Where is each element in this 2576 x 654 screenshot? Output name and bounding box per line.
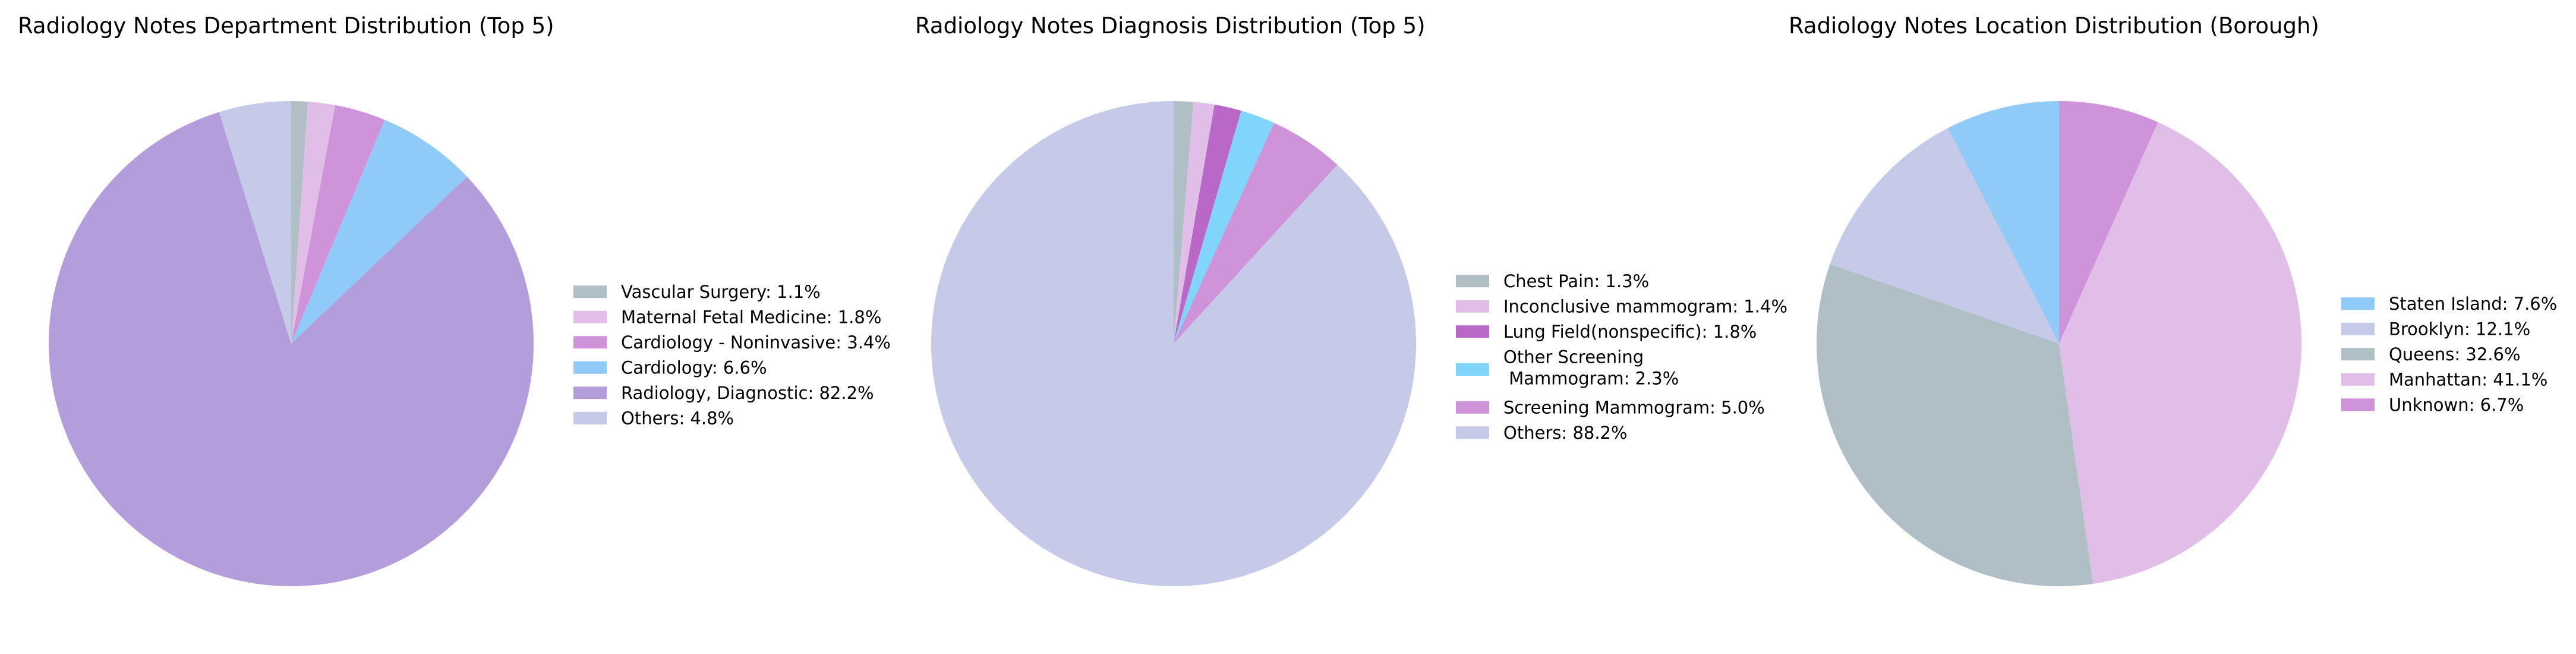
legend-label: Other Screening Mammogram: 2.3% [1503,347,1679,389]
legend-label: Manhattan: 41.1% [2389,370,2547,390]
pie-slice [2059,101,2158,344]
legend-label: Cardiology: 6.6% [621,358,767,378]
legend-label: Queens: 32.6% [2389,344,2521,364]
chart-title: Radiology Notes Department Distribution … [18,13,554,39]
legend-swatch [1456,363,1489,376]
legend-swatch [1456,401,1489,414]
legend-swatch [573,361,607,374]
pie-slice [1830,128,2059,344]
pie-slice [1817,264,2093,586]
location-pie-panel: Radiology Notes Location Distribution (B… [1789,13,2557,586]
legend-swatch [573,285,607,298]
pie-slice [1174,101,1194,344]
pie-slice [1174,102,1215,344]
chart-title: Radiology Notes Diagnosis Distribution (… [915,13,1426,39]
legend-swatch [1456,300,1489,313]
legend-label: Inconclusive mammogram: 1.4% [1503,297,1787,317]
legend-swatch [573,386,607,400]
pie-slice [1947,101,2059,344]
legend-label: Staten Island: 7.6% [2389,294,2557,314]
legend-swatch [573,411,607,425]
legend-swatch [2341,322,2375,335]
pie-slice [291,101,336,344]
legend-label: Chest Pain: 1.3% [1503,271,1649,291]
legend-swatch [573,310,607,323]
legend-swatch [1456,426,1489,439]
legend-label: Maternal Fetal Medicine: 1.8% [621,307,881,328]
legend-label: Screening Mammogram: 5.0% [1503,398,1765,418]
legend-label: Unknown: 6.7% [2389,395,2524,415]
department-pie-panel: Radiology Notes Department Distribution … [18,13,891,587]
legend-swatch [2341,348,2375,361]
pie-slice [1174,122,1338,344]
legend-swatch [2341,373,2375,386]
legend-label: Cardiology - Noninvasive: 3.4% [621,332,891,353]
pie-slice [1174,111,1275,344]
pie-slice [219,101,291,344]
legend-swatch [2341,398,2375,411]
pie-slice [2059,122,2301,584]
pie-slice [49,112,534,587]
legend-swatch [1456,275,1489,288]
legend-swatch [573,336,607,349]
legend-label: Lung Field(nonspecific): 1.8% [1503,322,1757,342]
pie-slice [291,101,308,344]
legend-label: Brooklyn: 12.1% [2389,319,2530,339]
legend-label: Others: 88.2% [1503,423,1628,443]
chart-title: Radiology Notes Location Distribution (B… [1789,13,2319,39]
legend-swatch [2341,297,2375,310]
legend-swatch [1456,325,1489,338]
legend-label: Radiology, Diagnostic: 82.2% [621,383,874,403]
legend-label: Others: 4.8% [621,408,734,429]
legend-label: Vascular Surgery: 1.1% [621,282,821,302]
pie-slice [291,120,467,344]
diagnosis-pie-panel: Radiology Notes Diagnosis Distribution (… [915,13,1787,586]
pie-slice [1174,104,1241,344]
pie-slice [291,105,385,344]
pie-slice [931,101,1416,586]
